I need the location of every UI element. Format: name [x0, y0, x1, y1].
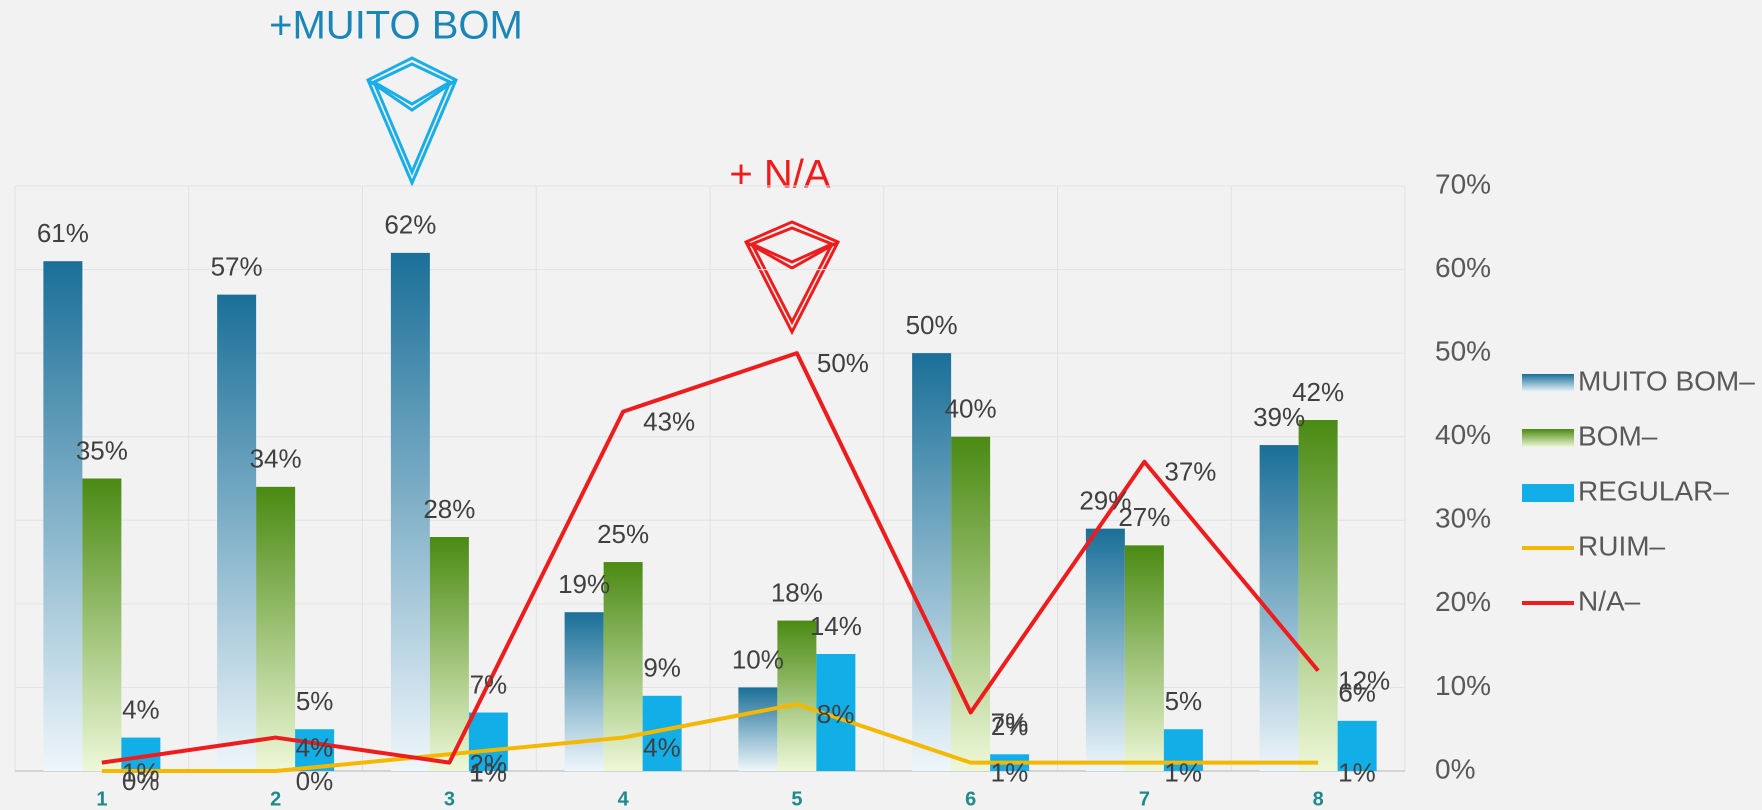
y-tick-label: 60% — [1435, 252, 1491, 283]
data-label: 62% — [384, 210, 436, 240]
data-label: 25% — [597, 519, 649, 549]
data-label: 12% — [1338, 666, 1390, 696]
bar — [1085, 528, 1125, 771]
bar — [43, 261, 83, 771]
y-tick-label: 70% — [1435, 168, 1491, 199]
x-tick-label: 4 — [618, 788, 630, 810]
bar — [1298, 420, 1338, 771]
y-tick-label: 40% — [1435, 419, 1491, 450]
data-label: 50% — [817, 348, 869, 378]
data-label: 5% — [1165, 686, 1203, 716]
data-label: 4% — [296, 732, 334, 762]
line-series — [101, 351, 1320, 765]
data-label: 2% — [469, 749, 507, 779]
x-tick-label: 1 — [96, 788, 107, 810]
data-label: 19% — [558, 569, 610, 599]
annotation: + N/A — [729, 153, 830, 197]
x-tick-label: 6 — [965, 788, 976, 810]
y-tick-label: 50% — [1435, 336, 1491, 367]
bar — [912, 353, 952, 771]
legend-swatch — [1522, 484, 1574, 502]
annotation: +MUITO BOM — [269, 4, 523, 48]
legend-swatch — [1522, 374, 1574, 392]
data-label: 35% — [76, 435, 128, 465]
bar — [564, 612, 604, 771]
x-tick-label: 5 — [791, 788, 802, 810]
data-label: 5% — [296, 686, 334, 716]
data-label: 34% — [250, 444, 302, 474]
annotation-icon — [366, 56, 458, 187]
data-label: 4% — [643, 732, 681, 762]
bar — [390, 252, 430, 771]
data-label: 1% — [991, 758, 1029, 788]
legend-label: RUIM– — [1578, 530, 1666, 561]
bar — [1124, 545, 1164, 771]
x-tick-label: 8 — [1313, 788, 1324, 810]
legend-label: REGULAR– — [1578, 475, 1729, 506]
x-tick-label: 2 — [270, 788, 281, 810]
x-tick-label: 3 — [444, 788, 455, 810]
bar — [777, 620, 817, 771]
data-label: 7% — [991, 707, 1029, 737]
data-label: 18% — [771, 577, 823, 607]
bar — [217, 294, 257, 771]
y-tick-label: 0% — [1435, 753, 1475, 784]
bar — [468, 712, 508, 771]
data-label: 0% — [296, 766, 334, 796]
annotation-icon — [743, 220, 841, 336]
bar — [738, 687, 778, 771]
data-label: 1% — [469, 758, 507, 788]
data-label: 7% — [470, 669, 508, 699]
data-label: 28% — [423, 494, 475, 524]
data-label: 9% — [643, 653, 681, 683]
data-label: 4% — [122, 694, 160, 724]
legend-label: MUITO BOM– — [1578, 365, 1755, 396]
bar — [1337, 720, 1377, 771]
data-label: 29% — [1079, 486, 1131, 516]
bar — [82, 478, 122, 771]
data-label: 37% — [1164, 457, 1216, 487]
data-label: 1% — [1338, 758, 1376, 788]
y-tick-label: 20% — [1435, 586, 1491, 617]
y-tick-label: 10% — [1435, 670, 1491, 701]
y-tick-label: 30% — [1435, 503, 1491, 534]
data-label: 10% — [732, 644, 784, 674]
data-label: 61% — [37, 218, 89, 248]
data-label: 50% — [906, 310, 958, 340]
data-label: 42% — [1292, 377, 1344, 407]
legend-swatch — [1522, 429, 1574, 447]
data-label: 39% — [1253, 402, 1305, 432]
data-label: 57% — [211, 252, 263, 282]
data-label: 1% — [1164, 758, 1202, 788]
bar — [951, 436, 991, 771]
bar — [256, 486, 296, 771]
x-tick-label: 7 — [1139, 788, 1150, 810]
data-label: 43% — [643, 407, 695, 437]
data-label: 27% — [1118, 502, 1170, 532]
data-label: 0% — [122, 766, 160, 796]
data-label: 2% — [991, 711, 1029, 741]
data-label: 8% — [817, 699, 855, 729]
legend-label: BOM– — [1578, 420, 1658, 451]
line-series — [101, 702, 1319, 773]
data-label: 1% — [122, 758, 160, 788]
data-label: 6% — [1338, 678, 1376, 708]
legend-label: N/A– — [1578, 585, 1641, 616]
data-label: 40% — [945, 394, 997, 424]
data-label: 14% — [810, 611, 862, 641]
